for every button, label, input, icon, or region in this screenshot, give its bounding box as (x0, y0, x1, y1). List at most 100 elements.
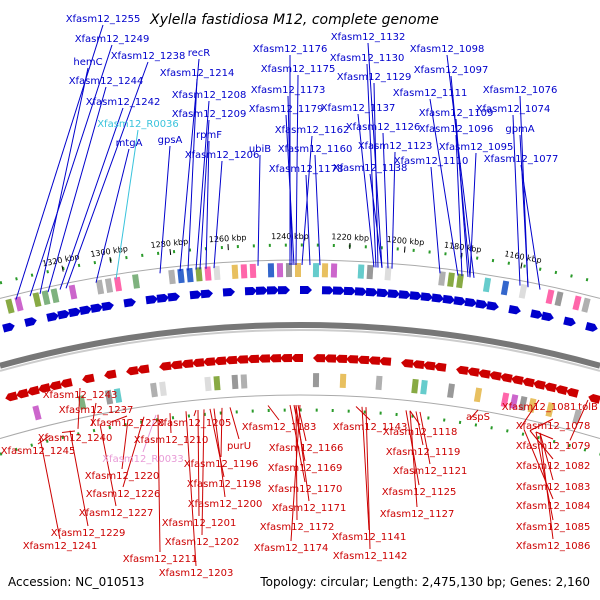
reverse-gene-label-connector (290, 404, 301, 542)
reverse-gene-label-connector (109, 415, 128, 423)
forward-gene-arrow (90, 303, 103, 313)
reverse-gene-label-connector (157, 414, 161, 553)
reverse-gene-arrow (258, 354, 271, 363)
outer-annotation-block (572, 295, 582, 311)
reverse-gene-label: Xfasm12_1201 (162, 518, 237, 529)
reverse-gene-label: Xfasm12_1229 (51, 528, 126, 539)
reverse-gene-label-connector (419, 411, 431, 465)
tick-mark (403, 246, 406, 253)
reverse-gene-arrow (533, 380, 546, 390)
forward-gene-arrow (530, 309, 543, 319)
label-line-layer (15, 24, 589, 567)
tick-mark (520, 262, 523, 269)
inner-annotation-block (231, 374, 239, 390)
forward-gene-label: Xfasm12_1110 (394, 156, 469, 167)
forward-gene-label-connector (287, 95, 293, 266)
reverse-gene-arrow (489, 371, 502, 381)
reverse-gene-label: Xfasm12_1196 (184, 459, 259, 470)
forward-gene-label-connector (430, 166, 441, 274)
outer-annotation-block (518, 283, 528, 299)
forward-gene-label-connector (295, 74, 299, 266)
forward-gene-arrow (453, 296, 466, 306)
reverse-gene-label: Xfasm12_1228 (90, 418, 165, 429)
forward-gene-label-connector (257, 154, 261, 266)
forward-gene-arrow (156, 293, 169, 303)
forward-gene-label: rpmF (196, 130, 222, 141)
inner-annotation-block (500, 392, 510, 408)
forward-gene-arrow (299, 285, 312, 295)
inner-annotation-block (240, 374, 248, 389)
tick-mark (61, 265, 64, 272)
reverse-gene-label: Xfasm12_1237 (59, 405, 134, 416)
inner-annotation-block (312, 373, 320, 388)
reverse-gene-label: Xfasm12_1227 (79, 508, 154, 519)
forward-gene-arrow (57, 309, 70, 320)
reverse-gene-label: Xfasm12_1142 (333, 551, 408, 562)
reverse-gene-arrow (313, 354, 326, 363)
outer-annotation-block (195, 267, 203, 282)
forward-gene-arrow (508, 305, 521, 315)
genome-backbone (0, 322, 600, 369)
forward-gene-label: Xfasm12_1109 (419, 108, 494, 119)
reverse-gene-label: Xfasm12_1183 (242, 422, 317, 433)
forward-gene-arrow (409, 291, 422, 300)
inner-ring (0, 394, 600, 440)
reverse-gene-label-connector (197, 409, 200, 517)
forward-gene-arrow (68, 307, 81, 318)
forward-gene-label-connector (357, 113, 375, 268)
reverse-gene-label-connector (209, 408, 225, 478)
reverse-gene-arrow (544, 382, 557, 393)
inner-annotation-block (339, 373, 347, 388)
reverse-gene-label-connector (169, 413, 172, 434)
forward-gene-label: Xfasm12_1095 (439, 142, 514, 153)
forward-gene-arrow (354, 287, 367, 296)
forward-gene-label: Xfasm12_1074 (476, 104, 551, 115)
forward-gene-arrow (420, 292, 433, 302)
forward-gene-label-connector (199, 119, 210, 270)
forward-gene-arrow (46, 312, 59, 322)
outer-annotation-block (330, 263, 338, 278)
forward-gene-label-connector (29, 44, 113, 297)
outer-annotation-block (285, 263, 293, 278)
inner-annotation-block (213, 376, 221, 391)
forward-gene-label: Xfasm12_1173 (251, 85, 326, 96)
inner-annotation-block (473, 387, 483, 403)
inner-annotation-block (159, 381, 167, 397)
outer-annotation-block (186, 267, 194, 283)
reverse-gene-arrow (566, 388, 579, 398)
reverse-gene-arrow (269, 354, 282, 363)
reverse-gene-label: Xfasm12_1203 (159, 568, 234, 579)
reverse-gene-label-connector (37, 434, 51, 445)
backbone-shadow (0, 328, 600, 372)
reverse-gene-label: Xfasm12_1078 (516, 421, 591, 432)
forward-gene-arrow (585, 321, 598, 332)
forward-gene-label: mtgA (116, 138, 143, 149)
reverse-gene-label-connector (535, 431, 554, 521)
forward-gene-label: Xfasm12_1176 (253, 44, 328, 55)
reverse-gene-label: Xfasm12_1081 (502, 402, 577, 413)
forward-gene-arrow (464, 297, 477, 307)
reverse-gene-label: Xfasm12_1198 (187, 479, 262, 490)
outer-annotation-block (456, 273, 464, 289)
reverse-gene-arrow (467, 367, 480, 377)
outer-annotation-block (168, 269, 176, 285)
reverse-gene-label-connector (122, 416, 145, 488)
forward-gene-label: Xfasm12_1209 (172, 109, 247, 120)
reverse-gene-label: Xfasm12_1202 (165, 537, 240, 548)
forward-gene-arrow (387, 289, 400, 298)
reverse-gene-label-connector (569, 399, 589, 441)
reverse-gene-arrow (357, 355, 370, 365)
reverse-gene-label-connector (77, 387, 81, 429)
reverse-gene-label: Xfasm12_1172 (260, 522, 335, 533)
tick-label: 1220 kbp (331, 232, 369, 243)
outer-annotation-block (267, 263, 275, 278)
reverse-gene-label-connector (201, 409, 205, 536)
reverse-gene-arrow (423, 361, 436, 371)
forward-gene-label: Xfasm12_1175 (261, 64, 336, 75)
reverse-gene-label-connector (69, 430, 89, 527)
reverse-gene-label-connector (121, 419, 129, 470)
reverse-gene-arrow (588, 393, 600, 404)
forward-gene-label: Xfasm12_1097 (414, 65, 489, 76)
outer-annotation-block (249, 263, 257, 279)
reverse-gene-label-connector (529, 418, 554, 432)
